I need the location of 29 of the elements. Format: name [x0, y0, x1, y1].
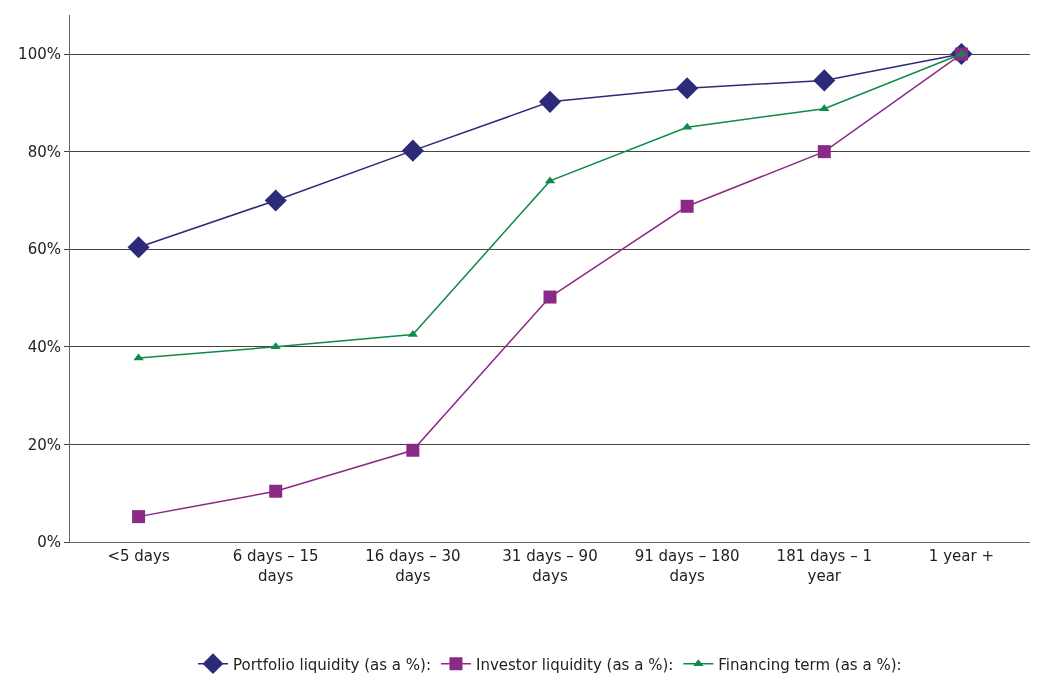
legend-label: Financing term (as a %):	[718, 655, 902, 674]
point	[676, 77, 699, 100]
point	[813, 69, 836, 92]
x-tick-label: 6 days – 15 days	[232, 547, 319, 585]
y-tick-label: 60%	[27, 240, 61, 259]
point	[401, 139, 424, 162]
point	[543, 290, 557, 304]
point	[406, 443, 420, 457]
point	[132, 510, 146, 524]
y-tick-label: 20%	[27, 435, 61, 454]
x-tick-label: 181 days – 1 year	[776, 547, 872, 585]
x-tick-label: 91 days – 180 days	[634, 547, 740, 585]
point	[680, 199, 694, 213]
point	[270, 342, 281, 350]
point	[817, 145, 831, 159]
point	[538, 90, 562, 113]
point	[269, 484, 283, 498]
point	[127, 236, 150, 259]
y-tick-label: 0%	[37, 533, 61, 552]
x-tick-label: 31 days – 90 days	[502, 547, 598, 585]
legend-label: Investor liquidity (as a %):	[475, 655, 674, 674]
x-tick-label: <5 days	[107, 547, 170, 565]
y-tick-label: 40%	[27, 338, 61, 357]
x-tick-label: 1 year +	[928, 547, 994, 565]
point	[264, 189, 287, 212]
y-tick-label: 80%	[27, 142, 61, 161]
legend-label: Portfolio liquidity (as a %):	[233, 655, 431, 674]
y-tick-label: 100%	[18, 45, 61, 64]
x-tick-label: 16 days – 30 days	[365, 547, 461, 585]
